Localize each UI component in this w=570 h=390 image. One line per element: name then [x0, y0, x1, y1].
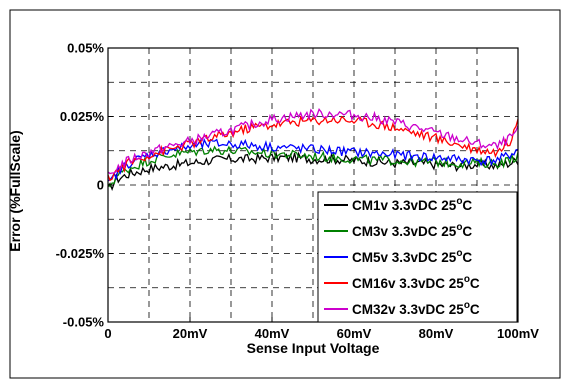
y-tick-label: 0.05%: [67, 41, 104, 56]
legend-label: CM16v 3.3vDC 25oC: [352, 274, 480, 291]
y-tick-label: 0.025%: [60, 109, 105, 124]
series-layer: [107, 107, 519, 191]
series-line: [107, 145, 519, 188]
x-tick-label: 60mV: [337, 326, 372, 341]
x-tick-label: 0: [104, 326, 111, 341]
y-axis-title: Error (%FullScale): [7, 130, 23, 251]
legend-box: [317, 191, 518, 323]
legend-label: CM3v 3.3vDC 25oC: [352, 222, 472, 239]
series-line: [107, 107, 519, 175]
legend-label: CM32v 3.3vDC 25oC: [352, 300, 480, 317]
legend-label: CM5v 3.3vDC 25oC: [352, 248, 472, 265]
series-line: [107, 115, 519, 182]
x-tick-label: 80mV: [419, 326, 454, 341]
grid: [108, 48, 518, 322]
ticks: 0 20mV 40mV 60mV 80mV 100mV 0.05% 0.025% 0 -0.025…: [56, 41, 540, 342]
series-line: [107, 150, 519, 191]
series-line: [107, 138, 519, 182]
legend: CM1v 3.3vDC 25oC CM3v 3.3vDC 25oC CM5v 3.3…: [317, 191, 518, 323]
x-tick-label: 100mV: [497, 326, 539, 341]
y-tick-label: -0.05%: [63, 315, 105, 330]
y-tick-label: 0: [97, 178, 104, 193]
legend-label: CM1v 3.3vDC 25oC: [352, 196, 472, 213]
x-axis-title: Sense Input Voltage: [247, 340, 380, 356]
y-tick-label: -0.025%: [56, 246, 105, 261]
x-tick-label: 20mV: [173, 326, 208, 341]
x-tick-label: 40mV: [255, 326, 290, 341]
